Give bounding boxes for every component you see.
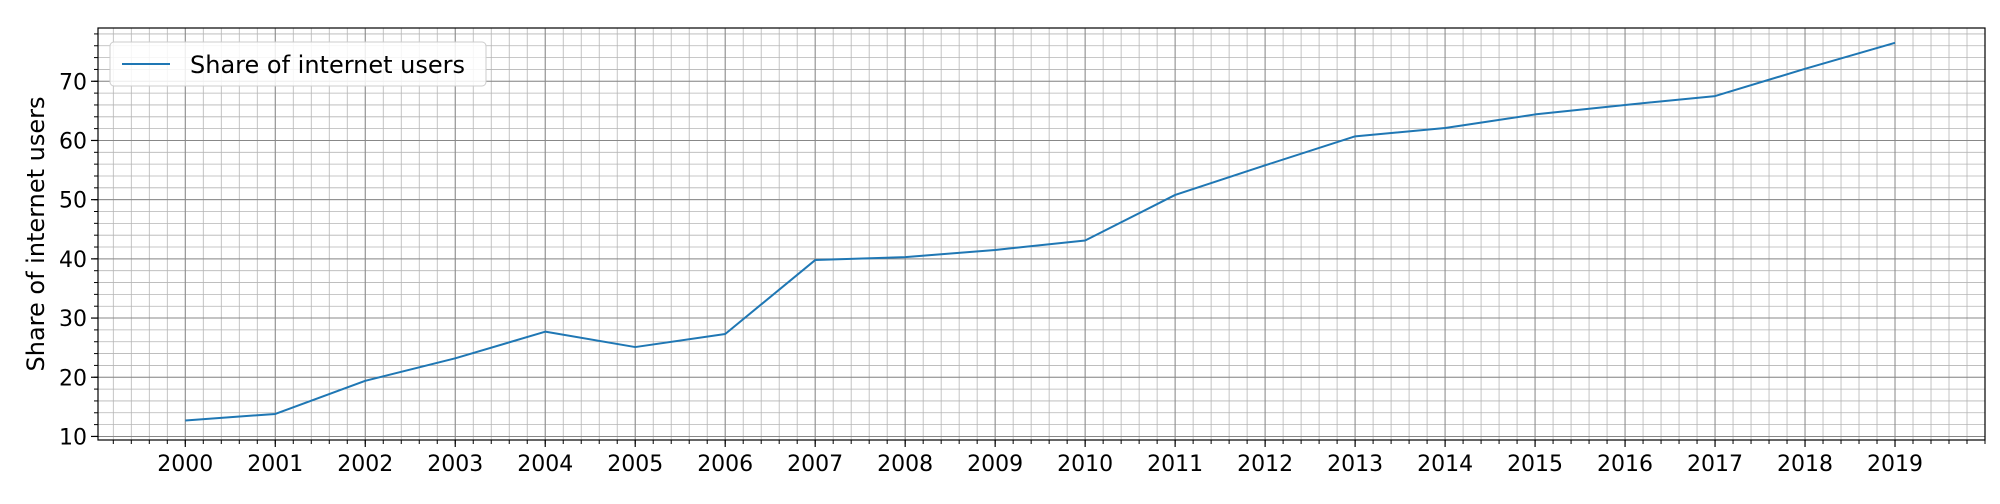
grid	[98, 28, 1986, 440]
x-tick-label: 2013	[1327, 452, 1383, 477]
series-line-share-of-internet-users	[185, 41, 1896, 422]
axis-ticks: 2000 2001 2002 2003 2004 2005 2006 2007 2008 2009…	[59, 33, 1986, 477]
y-tick-label: 40	[59, 248, 87, 273]
x-tick-label: 2000	[157, 452, 213, 477]
y-tick-label: 20	[59, 366, 87, 391]
plot-area-frame	[97, 27, 1986, 441]
x-tick-label: 2002	[337, 452, 393, 477]
x-tick-label: 2015	[1507, 452, 1563, 477]
x-tick-label: 2003	[427, 452, 483, 477]
x-tick-label: 2004	[517, 452, 573, 477]
series-layer	[185, 41, 1896, 422]
x-tick-label: 2019	[1867, 452, 1923, 477]
x-tick-label: 2018	[1777, 452, 1833, 477]
legend-box	[109, 41, 487, 87]
x-tick-label: 2005	[607, 452, 663, 477]
y-tick-label: 60	[59, 129, 87, 154]
y-tick-label: 70	[59, 70, 87, 95]
y-tick-label: 50	[59, 189, 87, 214]
x-tick-label: 2009	[967, 452, 1023, 477]
x-tick-label: 2010	[1057, 452, 1113, 477]
x-tick-label: 2016	[1597, 452, 1653, 477]
x-tick-label: 2014	[1417, 452, 1473, 477]
legend: Share of internet users	[109, 41, 487, 87]
x-tick-label: 2011	[1147, 452, 1203, 477]
x-tick-label: 2001	[247, 452, 303, 477]
x-tick-label: 2008	[877, 452, 933, 477]
x-tick-label: 2017	[1687, 452, 1743, 477]
x-tick-label: 2007	[787, 452, 843, 477]
y-tick-label: 30	[59, 307, 87, 332]
x-tick-label: 2006	[697, 452, 753, 477]
y-tick-label: 10	[59, 425, 87, 450]
legend-label-share-of-internet-users: Share of internet users	[190, 51, 465, 79]
x-tick-label: 2012	[1237, 452, 1293, 477]
y-axis-title: Share of internet users	[22, 96, 50, 371]
